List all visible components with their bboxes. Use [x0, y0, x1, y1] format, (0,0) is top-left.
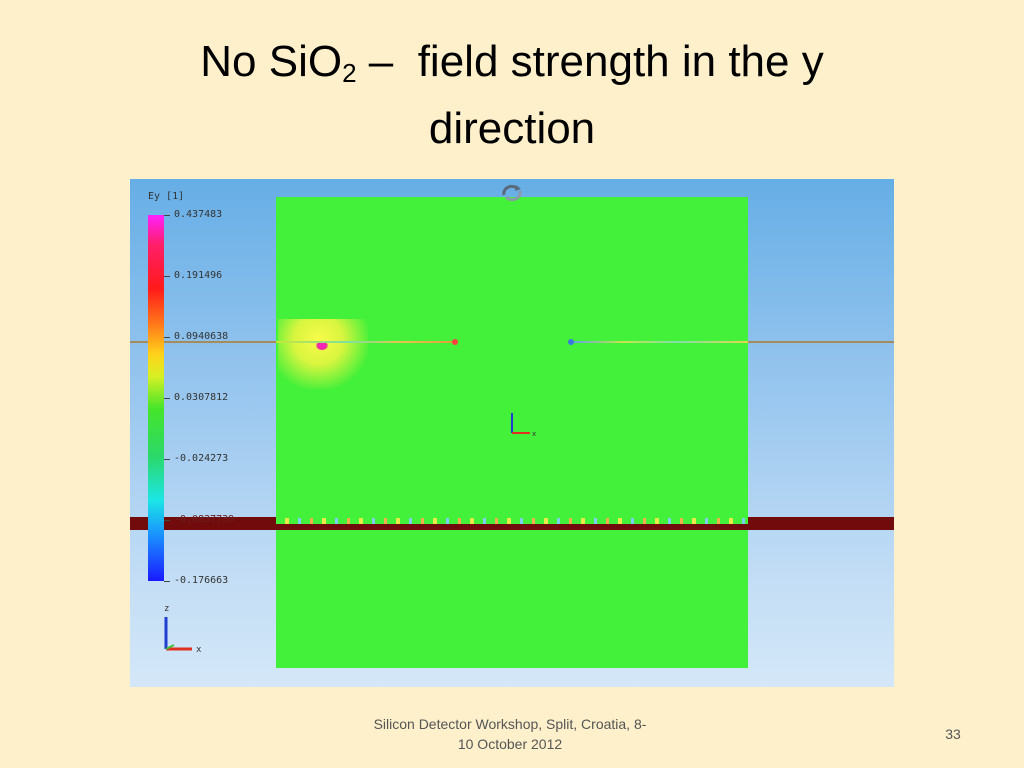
svg-text:x: x	[532, 430, 536, 437]
electrode-right-end	[568, 339, 574, 345]
axis-triad-icon: z x	[164, 604, 202, 655]
title-rest: – field strength in the y	[356, 37, 824, 86]
colorbar-tick-label: -0.0837739	[174, 514, 235, 525]
colorbar-tick	[164, 581, 170, 582]
colorbar-tick-label: 0.437483	[174, 209, 223, 220]
title-subscript: 2	[342, 58, 357, 88]
bottom-interface-edge	[276, 518, 748, 524]
colorbar-tick	[164, 337, 170, 338]
colorbar	[148, 215, 164, 581]
colorbar-tick-label: 0.0307812	[174, 392, 229, 403]
title-line-2: direction	[428, 104, 596, 153]
center-axis-triad-icon: x	[511, 413, 536, 437]
page-number: 33	[945, 726, 961, 742]
title-main: No SiO	[200, 37, 343, 86]
slide-footer: Silicon Detector Workshop, Split, Croati…	[373, 716, 647, 752]
colorbar-tick-label: 0.0940638	[174, 331, 229, 342]
axis-label-x: x	[196, 645, 202, 655]
electrode-right	[570, 341, 748, 343]
field-hotspot-glow	[278, 319, 368, 389]
electrode-left-end	[452, 339, 458, 345]
legend-title: Ey [1]	[148, 191, 185, 202]
colorbar-tick	[164, 398, 170, 399]
colorbar-tick-label: 0.191496	[174, 270, 223, 281]
slide-title: No SiO2 – field strength in the y direct…	[100, 34, 924, 157]
field-region-lower	[276, 530, 748, 668]
colorbar-tick-label: -0.024273	[174, 453, 229, 464]
field-peak-spot	[316, 341, 328, 350]
colorbar-tick	[164, 215, 170, 216]
axis-label-z: z	[164, 604, 169, 614]
colorbar-tick-label: -0.176663	[174, 575, 229, 586]
electrode-left	[276, 341, 458, 343]
colorbar-tick	[164, 520, 170, 521]
view-rotate-icon[interactable]	[500, 183, 524, 203]
colorbar-tick	[164, 459, 170, 460]
colorbar-tick	[164, 276, 170, 277]
simulation-view: x Ey [1] 0.437483 0.191496 0.0940638 0.0…	[130, 179, 894, 687]
